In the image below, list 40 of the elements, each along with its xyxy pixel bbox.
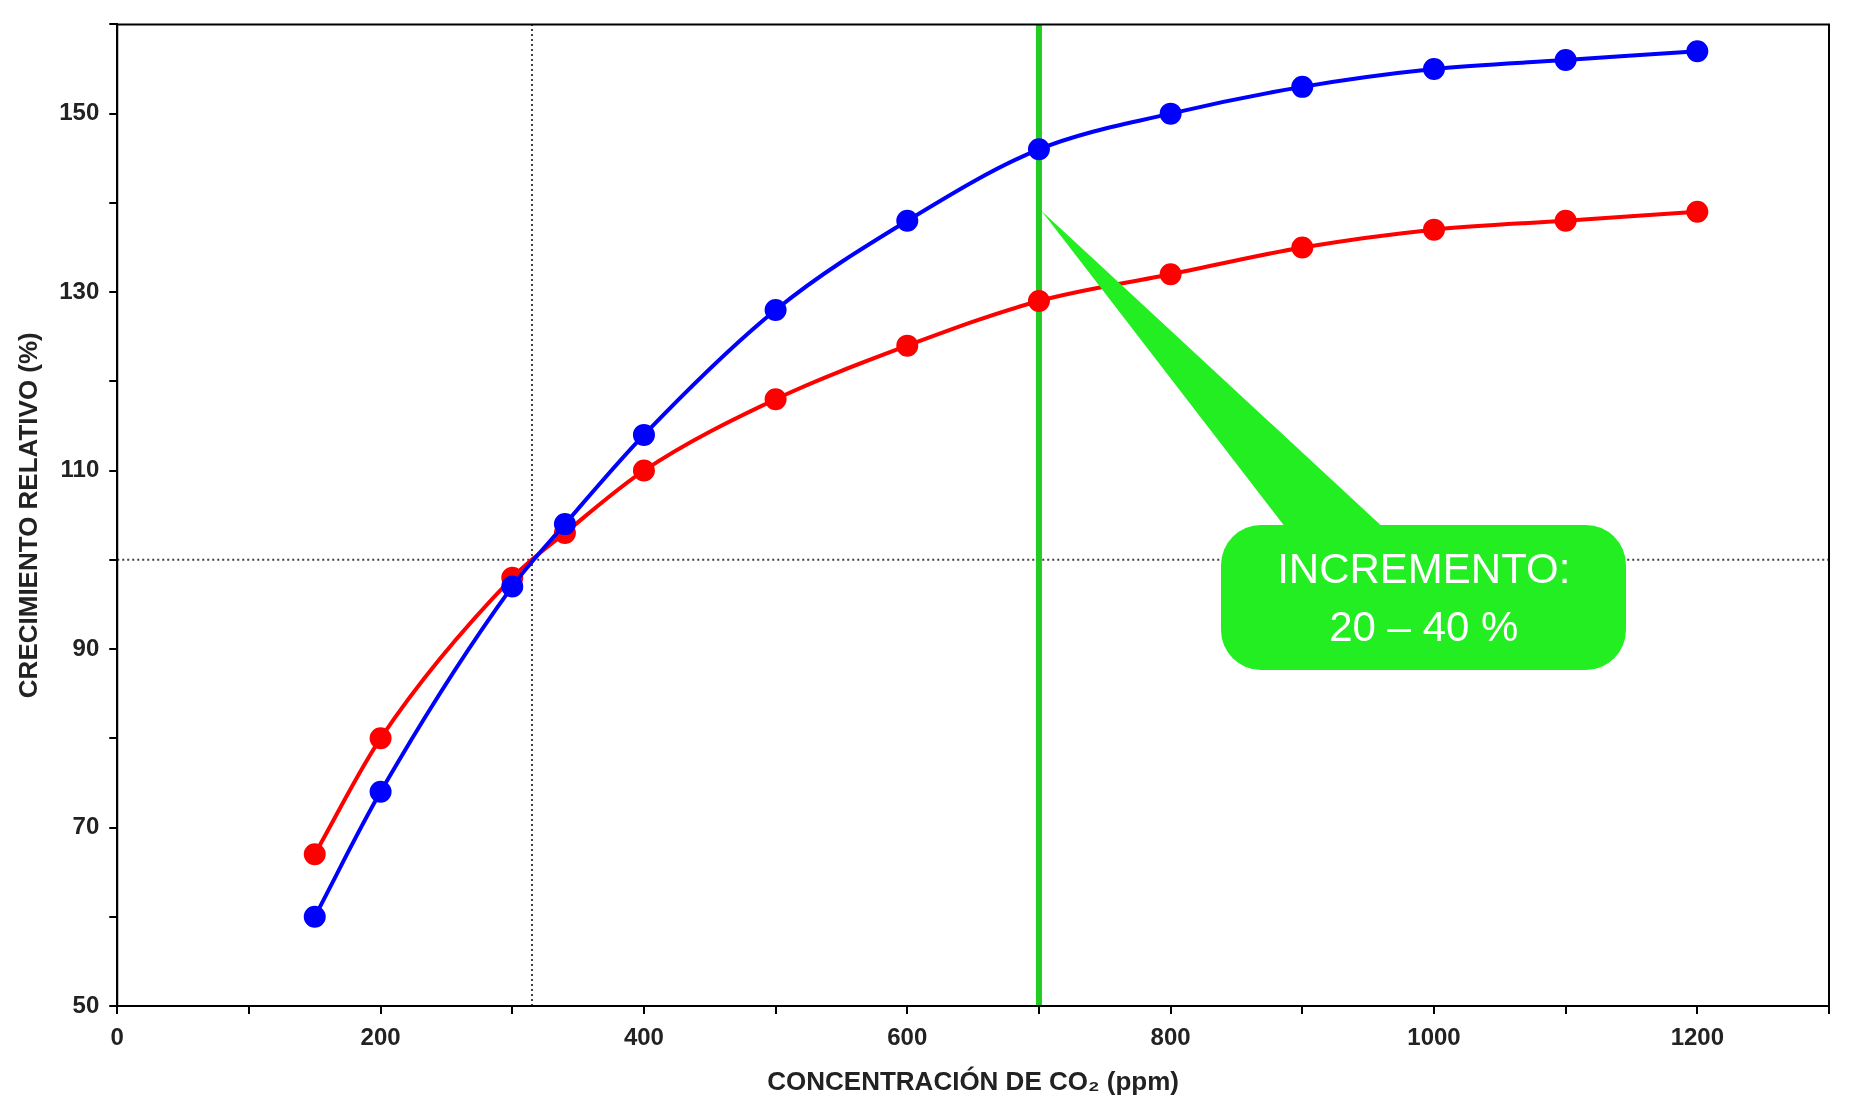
point [1422,58,1445,81]
point [896,334,919,357]
point [369,780,392,803]
point [1027,138,1050,161]
point [553,513,576,536]
y-tick-label: 50 [72,990,100,1018]
point [632,459,655,482]
y-tick-label: 70 [72,812,100,840]
annotation: INCREMENTO: 20 – 40 % [1221,525,1627,671]
x-tick-label: 0 [110,1023,124,1051]
point [1159,263,1182,286]
point [1422,218,1445,241]
point [1291,236,1314,259]
point [1027,290,1050,313]
point [369,727,392,750]
point [764,388,787,411]
point [1159,102,1182,125]
point [1686,200,1709,223]
point [764,298,787,321]
point [1554,209,1577,232]
point [1686,40,1709,63]
x-tick-label: 200 [360,1023,401,1051]
x-tick-label: 600 [887,1023,928,1051]
point [501,575,524,598]
y-tick-label: 110 [60,455,100,483]
y-tick-label: 90 [72,633,100,661]
y-tick-label: 130 [59,276,100,304]
y-axis-title: CRECIMIENTO RELATIVO (%) [12,332,43,699]
x-axis-title: CONCENTRACIÓN DE CO₂ (ppm) [767,1065,1179,1096]
x-tick-label: 800 [1150,1023,1191,1051]
point [632,423,655,446]
point [1291,75,1314,98]
x-tick-label: 1000 [1407,1023,1461,1051]
point [303,843,326,866]
x-tick-label: 400 [623,1023,664,1051]
point [896,209,919,232]
x-tick-label: 1200 [1670,1023,1725,1051]
point [303,905,326,928]
point [1554,49,1577,72]
y-tick-label: 150 [59,98,100,126]
